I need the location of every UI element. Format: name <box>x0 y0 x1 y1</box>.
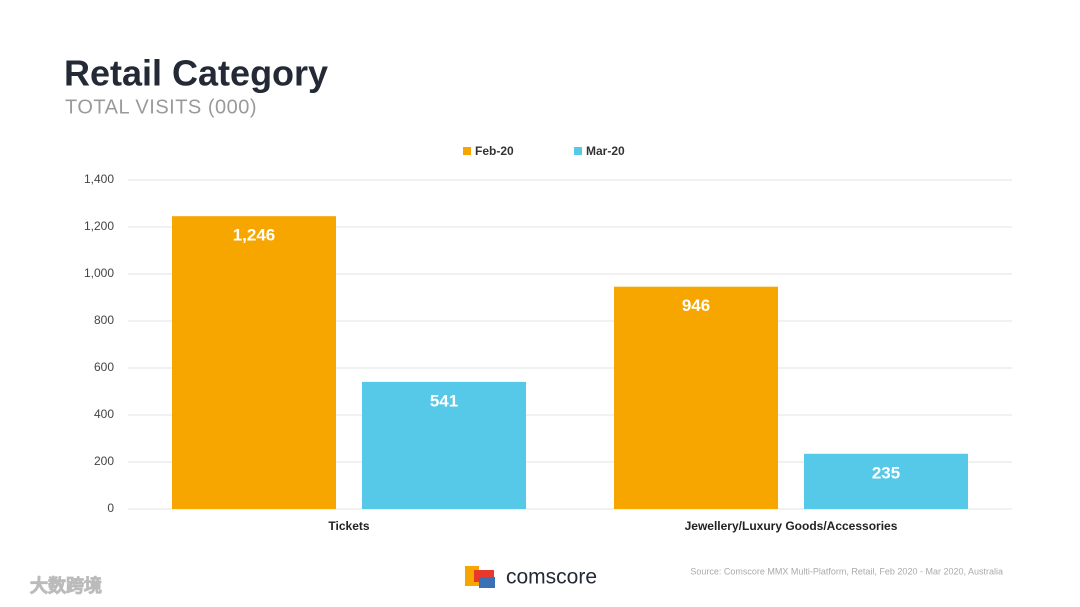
x-tick-label: Jewellery/Luxury Goods/Accessories <box>685 519 898 533</box>
y-tick-label: 600 <box>94 360 114 374</box>
chart-title: Retail Category <box>64 53 328 94</box>
x-tick-label: Tickets <box>328 519 369 533</box>
data-label: 1,246 <box>233 226 276 245</box>
source: Source: Comscore MMX Multi-Platform, Ret… <box>690 566 1003 576</box>
logo-shape <box>479 577 495 588</box>
data-label: 235 <box>872 463 900 482</box>
legend-label: Mar-20 <box>586 144 625 158</box>
legend-swatch <box>574 147 582 155</box>
logo-text: comscore <box>506 566 597 589</box>
bar <box>614 286 778 509</box>
y-tick-label: 1,400 <box>84 172 114 186</box>
y-tick-label: 1,200 <box>84 219 114 233</box>
legend-label: Feb-20 <box>475 144 514 158</box>
y-tick-label: 200 <box>94 454 114 468</box>
bar <box>362 381 526 509</box>
y-tick-label: 0 <box>107 501 114 515</box>
bar <box>804 453 968 509</box>
logo <box>465 566 495 588</box>
data-label: 541 <box>430 391 458 410</box>
chart-subtitle: TOTAL VISITS (000) <box>65 96 257 118</box>
y-tick-label: 1,000 <box>84 266 114 280</box>
y-tick-label: 400 <box>94 407 114 421</box>
data-label: 946 <box>682 296 710 315</box>
bar <box>172 216 336 509</box>
legend-swatch <box>463 147 471 155</box>
watermark: 大数跨境 <box>30 575 102 596</box>
y-tick-label: 800 <box>94 313 114 327</box>
